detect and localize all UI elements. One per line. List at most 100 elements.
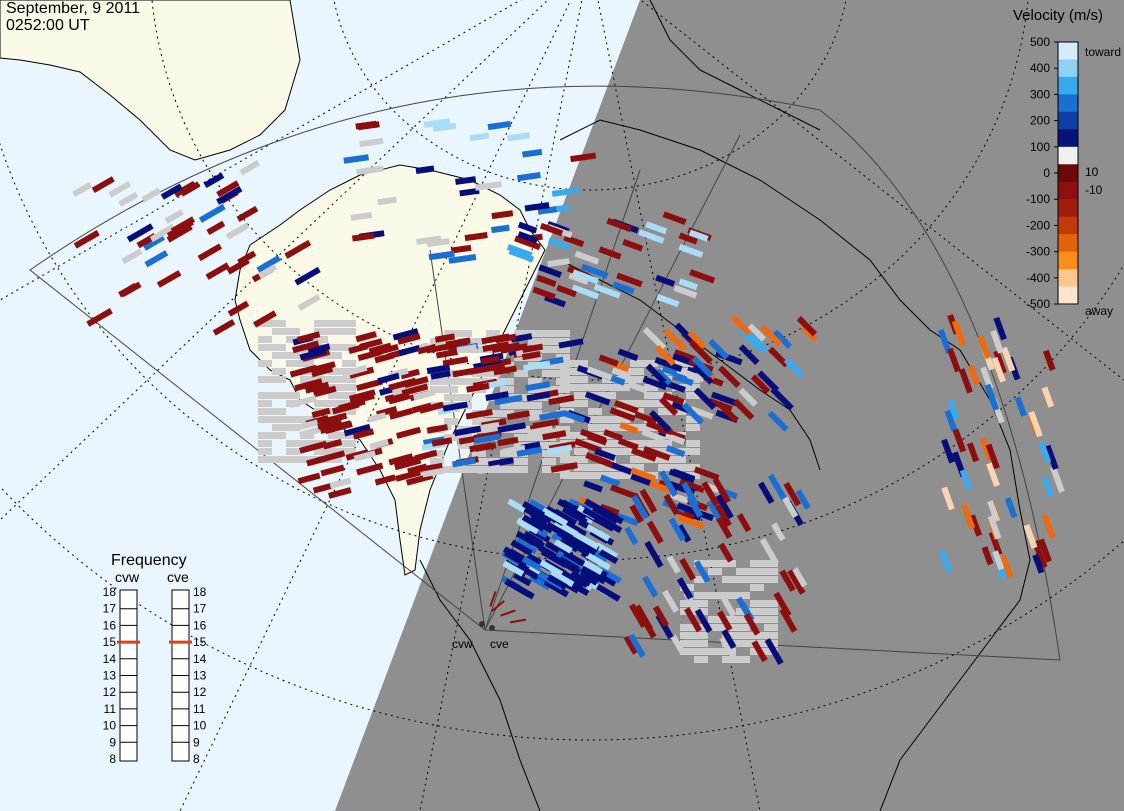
scatter-cell xyxy=(764,600,778,607)
scatter-cell xyxy=(644,384,658,391)
scatter-cell xyxy=(458,466,472,473)
scatter-cell xyxy=(464,232,488,242)
scatter-cell xyxy=(772,329,793,349)
scatter-cell xyxy=(750,560,764,567)
scatter-cell xyxy=(521,501,545,518)
scatter-cell xyxy=(944,409,958,432)
scatter-cell xyxy=(779,607,798,633)
scatter-cell xyxy=(937,328,952,354)
scatter-cell xyxy=(588,440,602,447)
scatter-cell xyxy=(272,424,286,431)
scatter-cell xyxy=(166,223,193,243)
scatter-cell xyxy=(694,576,708,583)
scatter-cell xyxy=(541,507,569,527)
scatter-cell xyxy=(743,613,761,636)
scatter-cell xyxy=(644,392,658,399)
frequency-tick-label: 16 xyxy=(193,618,207,632)
scatter-cell xyxy=(197,243,223,262)
scatter-cell xyxy=(514,466,528,473)
scatter-cell xyxy=(434,333,456,343)
scatter-cell xyxy=(472,418,486,425)
scatter-cell xyxy=(630,473,652,486)
scatter-cell xyxy=(290,395,317,408)
scatter-cell xyxy=(523,530,544,547)
scatter-cell xyxy=(432,122,457,132)
scatter-cell xyxy=(624,526,639,546)
frequency-tick-label: 13 xyxy=(103,669,117,683)
siberia-landmass xyxy=(0,0,301,161)
scatter-cell xyxy=(681,402,705,425)
scatter-cell xyxy=(236,205,259,222)
scatter-cell xyxy=(516,517,540,535)
scatter-cell xyxy=(556,284,577,298)
scatter-cell xyxy=(722,560,736,567)
scatter-cell xyxy=(300,360,314,367)
scatter-cell xyxy=(314,336,328,343)
scatter-cell xyxy=(486,410,500,417)
scatter-cell xyxy=(342,328,356,335)
scatter-cell xyxy=(504,550,528,568)
scatter-cell xyxy=(642,326,667,351)
scatter-cell xyxy=(686,392,700,399)
scatter-cell xyxy=(543,579,570,598)
scatter-cell xyxy=(664,432,686,445)
scatter-cell xyxy=(472,378,486,385)
scatter-cell xyxy=(455,176,477,185)
scatter-cell xyxy=(272,344,286,351)
scatter-cell xyxy=(477,464,501,475)
scatter-cell xyxy=(693,560,711,584)
scatter-cell xyxy=(300,416,314,423)
scatter-cell xyxy=(353,450,377,462)
frequency-tick-label: 17 xyxy=(103,602,117,616)
legend-color-swatch xyxy=(1058,146,1078,165)
scatter-cell xyxy=(389,407,414,420)
scatter-cell xyxy=(602,448,616,455)
scatter-cell xyxy=(367,412,387,423)
scatter-cell xyxy=(388,377,417,391)
scatter-cell xyxy=(328,320,342,327)
scatter-cell xyxy=(500,362,514,369)
scatter-cell xyxy=(941,486,955,511)
scatter-cell xyxy=(532,286,556,301)
scatter-cell xyxy=(329,477,352,489)
scatter-cell xyxy=(630,376,644,383)
scatter-cell xyxy=(586,366,613,381)
legend-tick-label: 100 xyxy=(1030,140,1050,154)
scatter-cell xyxy=(258,400,272,407)
scatter-cell xyxy=(482,341,510,352)
scatter-cell xyxy=(642,376,668,391)
scatter-cell xyxy=(627,381,648,394)
scatter-cell xyxy=(574,400,588,407)
scatter-cell xyxy=(556,354,570,361)
scatter-cell xyxy=(300,456,314,463)
scatter-cell xyxy=(645,363,667,385)
scatter-cell xyxy=(239,159,261,176)
scatter-cell xyxy=(472,450,486,457)
legend-tick-label: -200 xyxy=(1026,218,1050,232)
scatter-cell xyxy=(490,224,510,234)
scatter-cell xyxy=(602,464,616,471)
scatter-cell xyxy=(641,429,666,443)
scatter-cell xyxy=(523,360,551,372)
frequency-tick-label: 10 xyxy=(103,719,117,733)
scatter-cell xyxy=(593,283,621,299)
scatter-cell xyxy=(272,416,286,423)
scatter-cell xyxy=(662,392,685,405)
scatter-cell xyxy=(674,322,694,342)
scatter-cell xyxy=(289,364,318,378)
scatter-cell xyxy=(350,211,373,221)
greenland-coast xyxy=(649,0,821,131)
scatter-cell xyxy=(687,330,707,350)
scatter-cell xyxy=(545,521,572,541)
scatter-cell xyxy=(760,324,783,347)
legend-color-swatch xyxy=(1058,181,1078,200)
scatter-cell xyxy=(694,648,708,655)
scatter-cell xyxy=(987,515,1002,540)
scatter-cell xyxy=(559,537,579,553)
legend-color-swatch xyxy=(1058,129,1078,148)
scatter-cell xyxy=(689,340,714,365)
scatter-cell xyxy=(574,472,588,479)
scatter-cell xyxy=(984,383,1000,411)
backscatter-cells xyxy=(72,118,1065,666)
scatter-cell xyxy=(617,437,639,451)
